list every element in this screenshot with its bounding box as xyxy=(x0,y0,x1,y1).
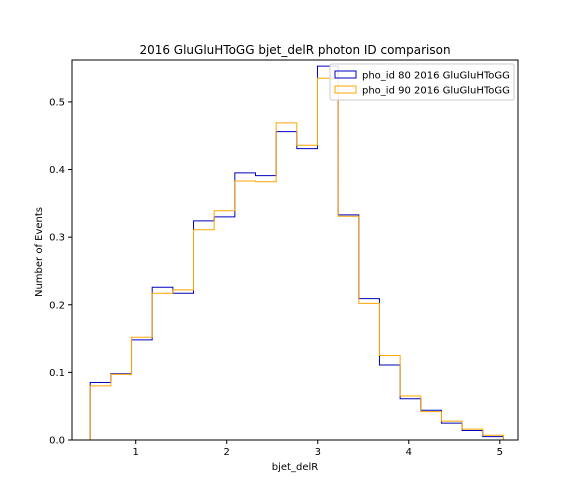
x-tick-label: 3 xyxy=(315,447,321,458)
chart-title: 2016 GluGluHToGG bjet_delR photon ID com… xyxy=(139,43,450,57)
x-axis-label: bjet_delR xyxy=(272,462,318,473)
plot-frame xyxy=(71,59,519,441)
y-tick-label: 0.4 xyxy=(49,165,65,176)
legend-swatch xyxy=(334,85,357,94)
y-axis: 0.0 0.1 0.2 0.3 0.4 0.5 xyxy=(49,97,72,447)
legend-swatch xyxy=(334,70,357,79)
legend-label: pho_id 80 2016 GluGluHToGG xyxy=(362,71,510,82)
x-tick-label: 4 xyxy=(406,447,412,458)
y-axis-label: Number of Events xyxy=(34,207,45,297)
x-tick-label: 1 xyxy=(133,447,139,458)
x-tick-label: 2 xyxy=(224,447,230,458)
x-tick-label: 5 xyxy=(497,447,503,458)
plot-area xyxy=(89,65,504,440)
legend-box xyxy=(329,63,515,101)
y-tick-label: 0.0 xyxy=(49,436,65,447)
series-2-step-line xyxy=(89,77,504,440)
legend-label: pho_id 90 2016 GluGluHToGG xyxy=(362,86,510,97)
x-axis: 1 2 3 4 5 xyxy=(133,440,503,458)
y-tick-label: 0.5 xyxy=(49,97,65,108)
y-tick-label: 0.3 xyxy=(49,233,65,244)
y-tick-label: 0.1 xyxy=(49,368,65,379)
legend: pho_id 80 2016 GluGluHToGG pho_id 90 2016… xyxy=(329,63,515,101)
y-tick-label: 0.2 xyxy=(49,300,65,311)
series-1-step-line xyxy=(89,65,504,440)
